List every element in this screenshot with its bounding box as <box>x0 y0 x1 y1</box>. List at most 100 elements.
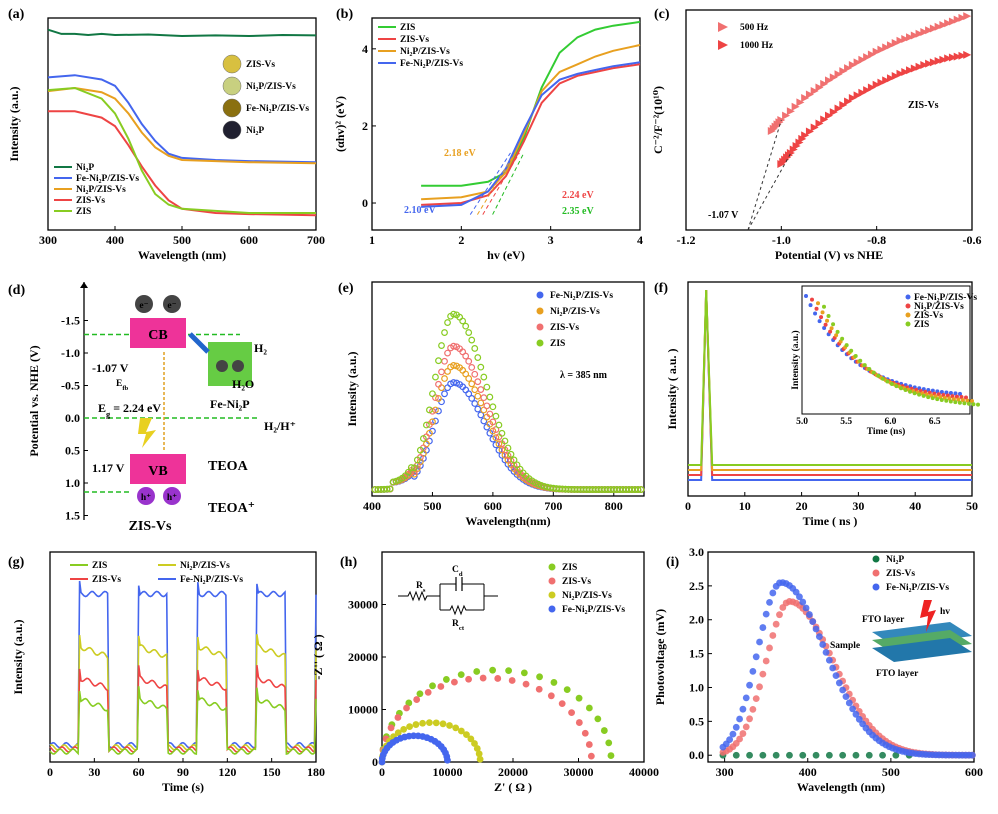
legend-marker <box>536 339 544 347</box>
data-point <box>882 43 891 52</box>
legend-marker <box>718 22 728 32</box>
data-point <box>746 681 753 689</box>
data-point <box>798 134 807 143</box>
data-point <box>410 464 418 472</box>
data-point <box>896 69 905 78</box>
data-point <box>726 736 734 743</box>
bandgap-annotation: 2.18 eV <box>444 148 476 159</box>
panel-h: 0 10000 20000 30000 40000 0 10000 20000 30000 Z' … <box>311 551 659 794</box>
data-point <box>457 671 465 679</box>
extrapolation-line <box>747 152 792 231</box>
legend-marker <box>905 321 911 327</box>
data-point <box>810 123 819 132</box>
x-tick-label: 500 <box>882 765 900 779</box>
data-point <box>474 405 482 413</box>
eg-label: Eg = 2.24 eV <box>98 401 161 419</box>
electron-dot <box>232 360 244 372</box>
electron-label: e⁻ <box>139 301 148 311</box>
light-bolt <box>138 418 156 448</box>
data-point <box>749 705 757 713</box>
data-point <box>732 723 740 731</box>
data-point <box>550 679 558 686</box>
data-point <box>948 17 957 26</box>
inset-data-point <box>825 318 830 323</box>
data-point <box>852 751 860 759</box>
data-point <box>477 386 485 393</box>
data-point <box>776 611 783 619</box>
data-point <box>772 751 780 759</box>
series-line <box>49 634 317 752</box>
data-point <box>848 61 857 69</box>
data-point <box>419 719 426 727</box>
data-point <box>457 727 465 735</box>
x-tick-label: 600 <box>965 765 983 779</box>
x-tick-label: 400 <box>363 499 381 513</box>
data-point <box>796 98 805 107</box>
data-point <box>769 589 777 597</box>
inset-data-point <box>950 394 955 399</box>
legend-label: Fe-Ni₂P/ZIS-Vs <box>400 59 463 69</box>
inset-data-point <box>823 322 828 327</box>
bandgap-annotation: 2.35 eV <box>562 206 594 217</box>
h2o-label: H₂O <box>232 377 254 391</box>
data-point <box>405 699 413 707</box>
legend-marker <box>905 303 911 309</box>
panel-g: 0 30 60 90 120 150 180 Time (s) Intensity (a.u.)… <box>8 551 325 794</box>
data-point <box>825 111 833 120</box>
inset-data-point <box>953 400 958 405</box>
data-point <box>439 720 447 728</box>
y-tick-label: 0.0 <box>689 748 704 762</box>
circuit-rct-label: Rct <box>452 619 465 632</box>
data-point <box>451 678 458 686</box>
inset-data-point <box>954 394 959 399</box>
inset-data-point <box>930 396 935 401</box>
data-point <box>877 45 886 54</box>
x-tick-label: -0.8 <box>867 233 886 247</box>
inset-data-point <box>926 395 931 400</box>
legend-label: Ni₂P/ZIS-Vs <box>400 47 450 57</box>
data-point <box>732 751 740 759</box>
data-point <box>432 417 439 425</box>
circuit-rs-label: Rs <box>416 581 426 594</box>
legend-label: ZIS <box>562 563 577 573</box>
y-tick-label: 0.0 <box>65 411 80 425</box>
data-point <box>510 456 518 464</box>
x-tick-label: 40000 <box>629 765 659 779</box>
legend-label: Ni₂P/ZIS-Vs <box>180 561 230 571</box>
legend-label: Ni₂P/ZIS-Vs <box>562 591 612 601</box>
inset-data-point <box>951 397 956 402</box>
inset-data-point <box>810 297 814 302</box>
data-point <box>498 429 506 437</box>
x-axis-label: Wavelength(nm) <box>465 514 550 528</box>
data-point <box>801 94 810 102</box>
legend-label: ZIS-Vs <box>92 575 121 585</box>
data-point <box>756 638 763 646</box>
data-point <box>494 675 502 682</box>
inset-data-point <box>944 390 949 395</box>
inset-data-point <box>944 398 949 403</box>
x-axis-label: hv (eV) <box>487 248 525 262</box>
panel-label: (f) <box>654 281 668 296</box>
inset-data-point <box>956 397 961 402</box>
data-point <box>637 486 645 493</box>
inset-data-point <box>876 373 881 378</box>
series-line <box>49 665 317 754</box>
sample-label: Sample <box>830 641 860 651</box>
data-point <box>901 68 910 77</box>
x-tick-label: 0 <box>685 499 691 513</box>
x-tick-label: 30 <box>88 765 100 779</box>
data-point <box>848 94 857 102</box>
inset-x-tick-label: 6.5 <box>929 417 941 427</box>
data-point <box>834 104 843 113</box>
data-point <box>581 729 589 737</box>
data-point <box>547 692 555 700</box>
x-tick-label: 60 <box>133 765 145 779</box>
inset-data-point <box>804 294 808 298</box>
inset-data-point <box>965 398 970 403</box>
legend-marker <box>718 40 728 50</box>
legend-label: ZIS-Vs <box>550 323 579 333</box>
data-point <box>929 58 938 67</box>
data-point <box>906 33 915 42</box>
data-point <box>426 406 433 414</box>
